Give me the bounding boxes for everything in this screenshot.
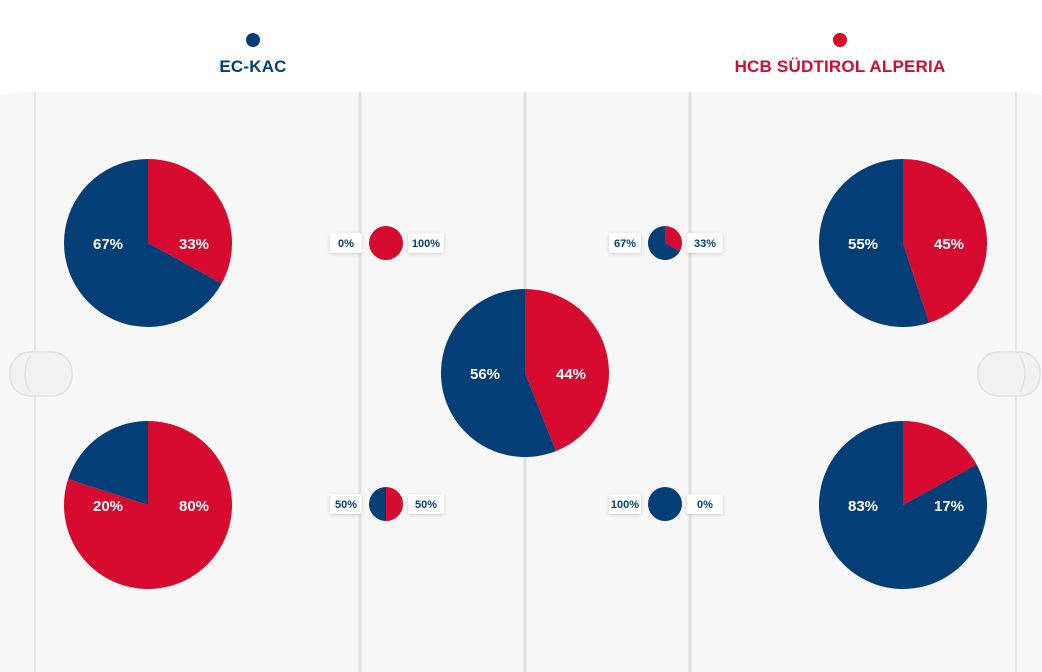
pie-slice-right-bottom-hcb bbox=[903, 420, 977, 505]
pie-right-bottom: 83% 17% bbox=[819, 420, 988, 589]
pie-right-top: 55% 45% bbox=[819, 159, 988, 328]
pie-slice-right-top-ec-kac bbox=[819, 159, 929, 328]
pie-neutral-right-bottom: 100% 0% bbox=[609, 487, 723, 521]
goal-net-right bbox=[977, 351, 1041, 397]
team-legend-left: EC-KAC bbox=[203, 30, 303, 77]
pie-label-center-hcb: 44% bbox=[556, 366, 586, 383]
pie-slice-neutral-right-top-hcb bbox=[665, 226, 683, 252]
pie-slice-left-top-ec-kac bbox=[64, 159, 222, 327]
pie-neutral-right-top: 67% 33% bbox=[609, 226, 723, 260]
pie-slice-neutral-right-top-ec-kac bbox=[648, 226, 680, 260]
pie-label-right-top-ec-kac: 55% bbox=[848, 236, 878, 253]
pie-label-right-bottom-ec-kac: 83% bbox=[848, 498, 878, 515]
pie-label-box-neutral-right-bottom-ec-kac bbox=[609, 494, 641, 514]
pie-neutral-left-top: 0% 100% bbox=[330, 226, 444, 260]
pie-label-left-top-hcb: 33% bbox=[179, 236, 209, 253]
pie-label-neutral-left-bottom-hcb: 50% bbox=[415, 499, 437, 511]
pie-slice-right-top-hcb bbox=[903, 159, 988, 323]
pie-left-top: 67% 33% bbox=[64, 158, 233, 327]
pie-label-neutral-left-top-hcb: 100% bbox=[412, 238, 440, 250]
pie-label-box-neutral-right-top-hcb bbox=[687, 233, 723, 253]
team-left-dot-icon bbox=[246, 33, 260, 47]
team-legend-right: HCB SÜDTIROL ALPERIA bbox=[700, 30, 980, 77]
pie-slice-right-bottom-ec-kac bbox=[819, 421, 988, 589]
pie-slice-neutral-left-bottom-hcb bbox=[386, 487, 403, 521]
team-left-name: EC-KAC bbox=[219, 57, 287, 76]
pie-label-box-neutral-right-bottom-hcb bbox=[687, 494, 723, 514]
pie-slice-left-bottom-ec-kac bbox=[68, 421, 148, 505]
pie-slice-left-bottom-hcb bbox=[63, 421, 232, 589]
pie-slice-neutral-right-bottom-ec-kac bbox=[648, 487, 682, 521]
pie-label-right-top-hcb: 45% bbox=[934, 236, 964, 253]
pie-left-bottom: 20% 80% bbox=[63, 421, 232, 589]
pie-slice-neutral-left-top-hcb bbox=[369, 226, 403, 260]
pie-label-left-top-ec-kac: 67% bbox=[93, 236, 123, 253]
pie-neutral-left-bottom: 50% 50% bbox=[330, 487, 444, 521]
pie-label-neutral-left-top-ec-kac: 0% bbox=[338, 238, 354, 250]
charts-layer: 67% 33%20% 80%56% 44%55% 45%83% 17%0% 100%50% 5… bbox=[63, 158, 988, 589]
pie-slice-center-hcb bbox=[525, 289, 609, 452]
pie-slice-center-ec-kac bbox=[440, 289, 556, 457]
pie-center: 56% 44% bbox=[440, 289, 609, 457]
pie-label-box-neutral-left-bottom-ec-kac bbox=[330, 494, 362, 514]
team-right-dot-icon bbox=[833, 33, 847, 47]
pie-label-left-bottom-hcb: 80% bbox=[179, 498, 209, 515]
goal-net-left bbox=[9, 351, 73, 397]
pie-label-box-neutral-left-top-ec-kac bbox=[330, 233, 362, 253]
team-right-name: HCB SÜDTIROL ALPERIA bbox=[734, 57, 946, 76]
pie-label-box-neutral-right-top-ec-kac bbox=[609, 233, 641, 253]
pie-label-neutral-right-top-hcb: 33% bbox=[694, 238, 716, 250]
pie-label-neutral-right-top-ec-kac: 67% bbox=[614, 238, 636, 250]
pie-label-neutral-left-bottom-ec-kac: 50% bbox=[335, 499, 357, 511]
pie-label-box-neutral-left-top-hcb bbox=[408, 233, 444, 253]
pie-slice-neutral-left-bottom-ec-kac bbox=[369, 487, 386, 521]
pie-label-neutral-right-bottom-hcb: 0% bbox=[697, 499, 713, 511]
pie-label-center-ec-kac: 56% bbox=[470, 366, 500, 383]
pie-slice-left-top-hcb bbox=[148, 158, 233, 284]
pie-label-left-bottom-ec-kac: 20% bbox=[93, 498, 123, 515]
pie-label-box-neutral-left-bottom-hcb bbox=[408, 494, 444, 514]
pie-label-neutral-right-bottom-ec-kac: 100% bbox=[611, 499, 639, 511]
pie-label-right-bottom-hcb: 17% bbox=[934, 498, 964, 515]
